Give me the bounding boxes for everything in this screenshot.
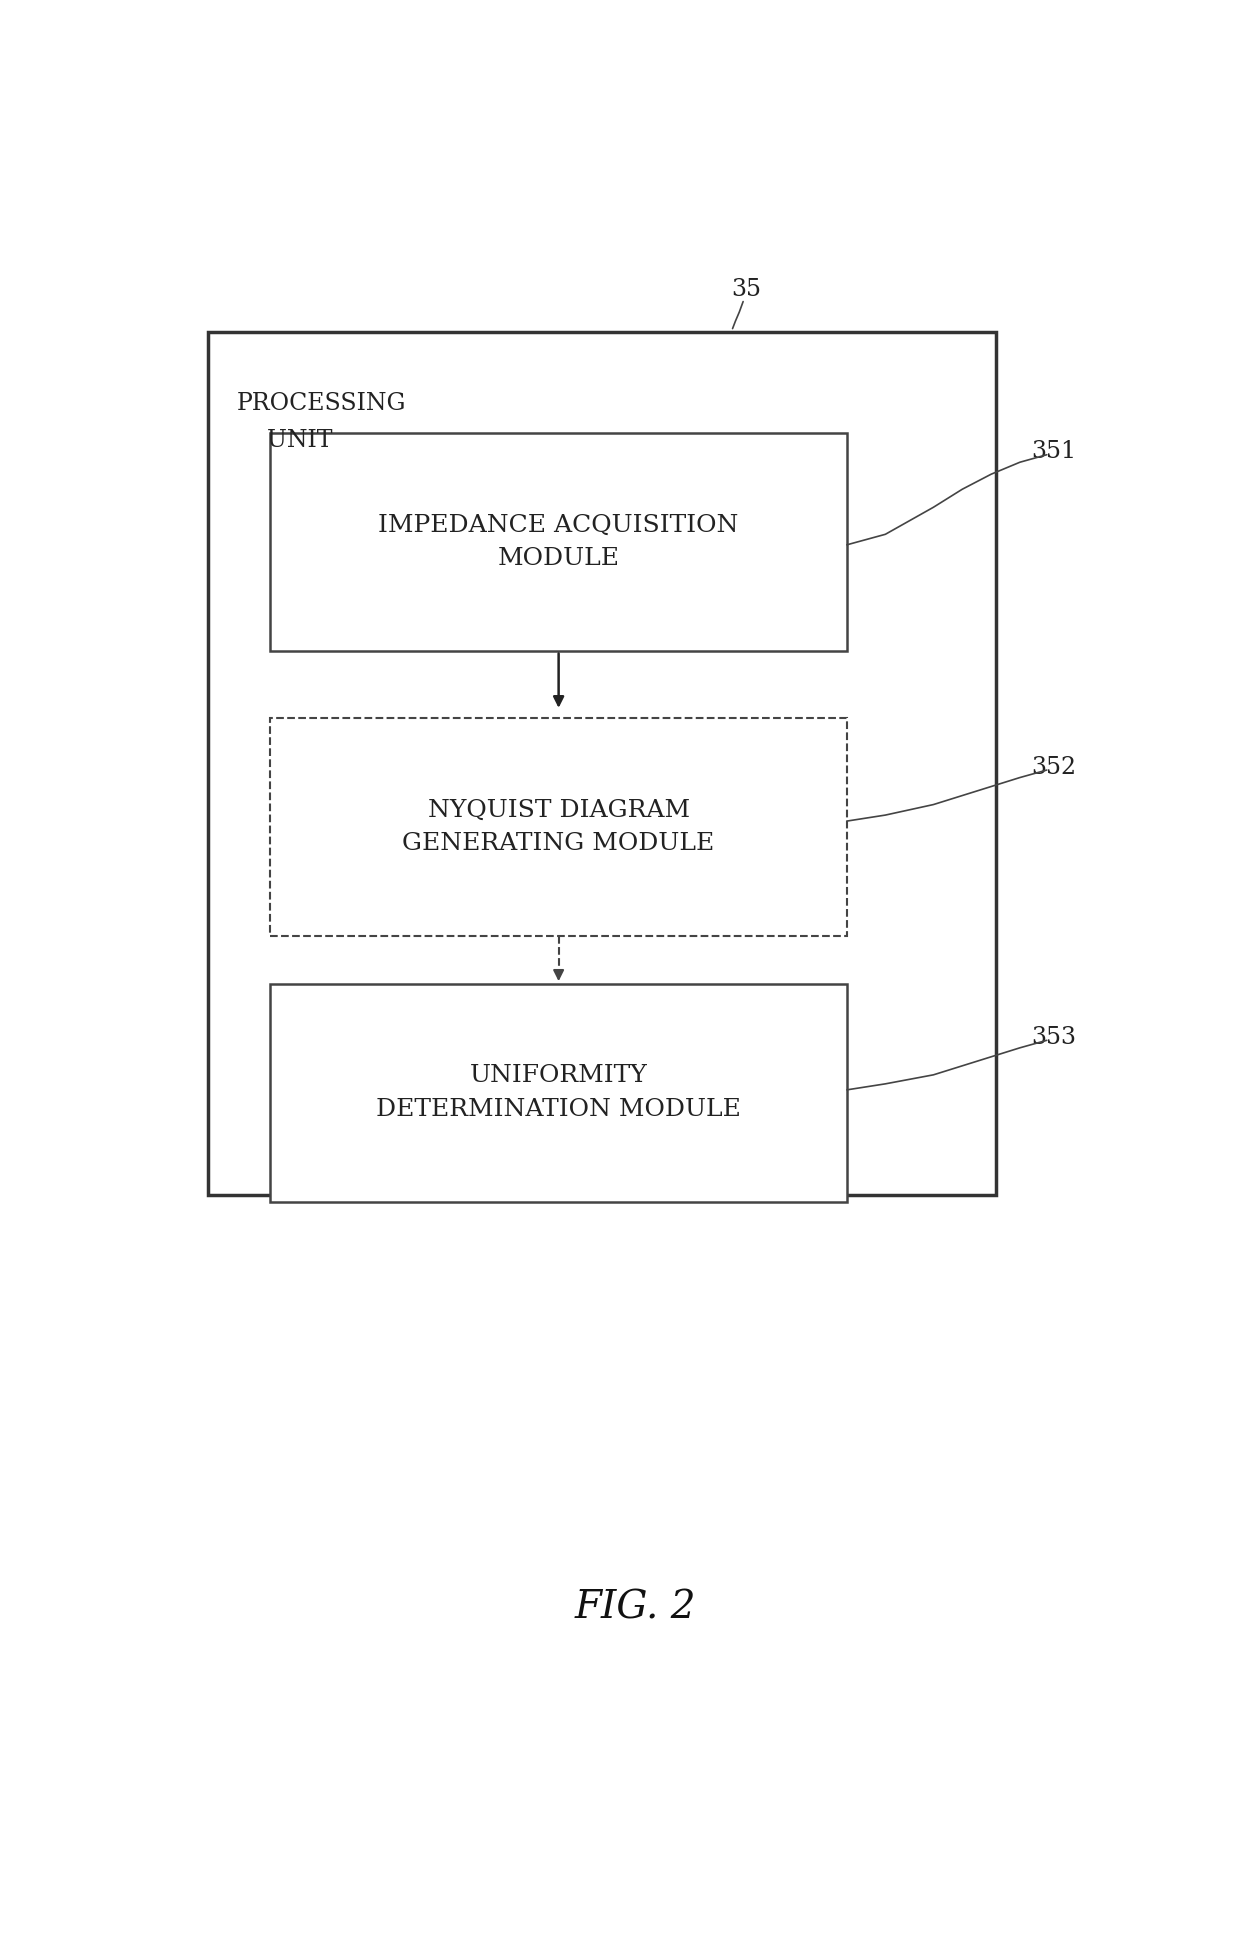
- Bar: [270, 433, 847, 651]
- Text: 35: 35: [732, 279, 761, 300]
- Text: 352: 352: [1030, 755, 1076, 778]
- Text: PROCESSING
    UNIT: PROCESSING UNIT: [237, 392, 407, 452]
- Text: UNIFORMITY
DETERMINATION MODULE: UNIFORMITY DETERMINATION MODULE: [376, 1065, 742, 1121]
- Bar: [208, 332, 996, 1195]
- Bar: [270, 985, 847, 1201]
- Text: FIG. 2: FIG. 2: [575, 1589, 696, 1626]
- Text: 351: 351: [1030, 441, 1076, 464]
- Text: 353: 353: [1030, 1026, 1076, 1049]
- Text: IMPEDANCE ACQUISITION
MODULE: IMPEDANCE ACQUISITION MODULE: [378, 513, 739, 569]
- Text: NYQUIST DIAGRAM
GENERATING MODULE: NYQUIST DIAGRAM GENERATING MODULE: [403, 800, 714, 856]
- Bar: [270, 718, 847, 936]
